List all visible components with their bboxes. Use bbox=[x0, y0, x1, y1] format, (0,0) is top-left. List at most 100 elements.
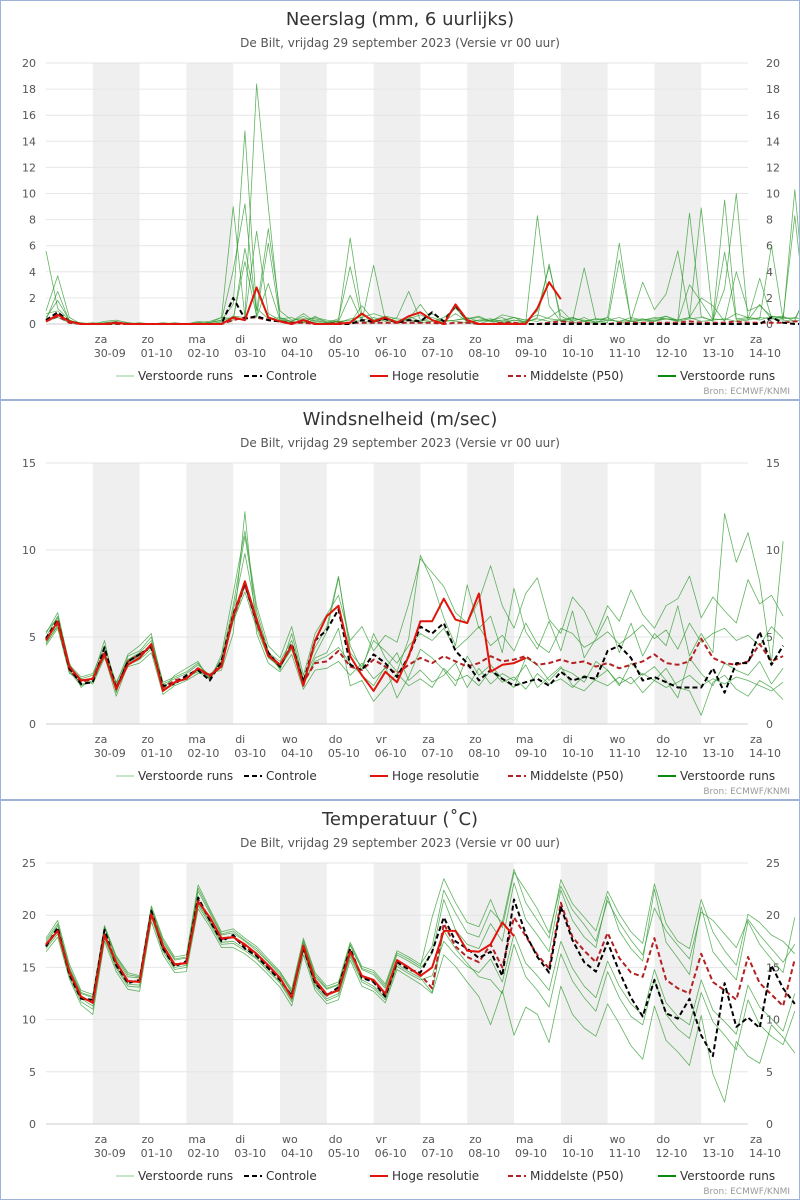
x-tick-day: ma bbox=[188, 1133, 205, 1146]
y-tick-label-left: 14 bbox=[22, 135, 36, 148]
y-tick-label-left: 12 bbox=[22, 161, 36, 174]
y-tick-label-left: 15 bbox=[22, 457, 36, 470]
x-tick-date: 09-10 bbox=[515, 347, 547, 360]
x-tick-date: 05-10 bbox=[328, 1147, 360, 1160]
x-tick-date: 30-09 bbox=[94, 747, 126, 760]
weekday-shade bbox=[92, 863, 140, 1124]
x-tick-date: 02-10 bbox=[187, 347, 219, 360]
chart-subtitle: De Bilt, vrijdag 29 september 2023 (Vers… bbox=[240, 436, 560, 450]
legend-label: Verstoorde runs bbox=[138, 1169, 233, 1183]
legend-label: Verstoorde runs bbox=[680, 369, 775, 383]
x-tick-date: 05-10 bbox=[328, 347, 360, 360]
y-tick-label-right: 8 bbox=[766, 214, 773, 227]
x-tick-date: 13-10 bbox=[702, 347, 734, 360]
x-tick-day: vr bbox=[376, 1133, 388, 1146]
x-tick-date: 09-10 bbox=[515, 747, 547, 760]
source-label: Bron: ECMWF/KNMI bbox=[703, 387, 790, 397]
chart-title: Windsnelheid (m/sec) bbox=[303, 409, 498, 430]
legend-item-controle: Controle bbox=[244, 369, 317, 383]
x-tick-date: 03-10 bbox=[234, 1147, 266, 1160]
x-tick-date: 07-10 bbox=[421, 347, 453, 360]
legend-item-controle: Controle bbox=[244, 769, 317, 783]
series-line-member bbox=[45, 882, 796, 999]
chart-neerslag: Neerslag (mm, 6 uurlijks) De Bilt, vrijda… bbox=[22, 9, 799, 397]
x-tick-day: ma bbox=[188, 333, 205, 346]
x-tick-day: zo bbox=[142, 733, 155, 746]
x-tick-day: do bbox=[656, 1133, 670, 1146]
y-tick-label-right: 10 bbox=[766, 544, 780, 557]
y-tick-label-left: 20 bbox=[22, 909, 36, 922]
x-tick-day: wo bbox=[282, 1133, 298, 1146]
y-tick-label-right: 5 bbox=[766, 631, 773, 644]
x-tick-date: 14-10 bbox=[749, 347, 781, 360]
legend-label: Verstoorde runs bbox=[138, 369, 233, 383]
series-line-member bbox=[45, 905, 796, 1035]
x-tick-day: za bbox=[422, 1133, 435, 1146]
x-tick-day: zo bbox=[469, 333, 482, 346]
x-tick-date: 08-10 bbox=[468, 347, 500, 360]
y-tick-label-left: 10 bbox=[22, 544, 36, 557]
x-tick-day: ma bbox=[516, 733, 533, 746]
x-tick-day: do bbox=[656, 733, 670, 746]
legend-item-controle: Controle bbox=[244, 1169, 317, 1183]
series-line-member bbox=[45, 868, 796, 995]
x-tick-day: vr bbox=[703, 733, 715, 746]
source-label: Bron: ECMWF/KNMI bbox=[703, 787, 790, 797]
x-tick-day: za bbox=[750, 1133, 763, 1146]
y-tick-label-right: 20 bbox=[766, 909, 780, 922]
y-tick-label-right: 6 bbox=[766, 240, 773, 253]
weekday-shade bbox=[280, 863, 327, 1124]
panel-windsnelheid: Windsnelheid (m/sec) De Bilt, vrijdag 29 … bbox=[0, 400, 800, 800]
x-tick-date: 06-10 bbox=[375, 347, 407, 360]
legend-item-verstoorde-runs: Verstoorde runs bbox=[658, 1169, 775, 1183]
y-tick-label-left: 10 bbox=[22, 188, 36, 201]
y-tick-label-right: 14 bbox=[766, 135, 780, 148]
x-tick-day: di bbox=[563, 733, 573, 746]
x-tick-day: do bbox=[656, 333, 670, 346]
y-tick-label-left: 5 bbox=[29, 1066, 36, 1079]
legend-item-verstoorde-runs: Verstoorde runs bbox=[116, 1169, 233, 1183]
x-tick-day: wo bbox=[282, 733, 298, 746]
y-tick-label-right: 0 bbox=[766, 1118, 773, 1131]
legend-item-verstoorde-runs: Verstoorde runs bbox=[116, 769, 233, 783]
x-tick-date: 04-10 bbox=[281, 347, 313, 360]
panel-neerslag: Neerslag (mm, 6 uurlijks) De Bilt, vrijda… bbox=[0, 0, 800, 400]
y-tick-label-left: 6 bbox=[29, 240, 36, 253]
series-line-median bbox=[45, 315, 799, 325]
y-tick-label-left: 0 bbox=[29, 1118, 36, 1131]
x-tick-date: 12-10 bbox=[655, 347, 687, 360]
source-label: Bron: ECMWF/KNMI bbox=[703, 1187, 790, 1197]
legend-label: Verstoorde runs bbox=[138, 769, 233, 783]
legend-label: Verstoorde runs bbox=[680, 769, 775, 783]
legend-label: Controle bbox=[266, 1169, 317, 1183]
chart-subtitle: De Bilt, vrijdag 29 september 2023 (Vers… bbox=[240, 36, 560, 50]
legend-label: Verstoorde runs bbox=[680, 1169, 775, 1183]
x-tick-day: vr bbox=[703, 1133, 715, 1146]
series-line-member bbox=[45, 513, 784, 694]
y-tick-label-right: 18 bbox=[766, 83, 780, 96]
legend-item-verstoorde-runs: Verstoorde runs bbox=[658, 769, 775, 783]
x-tick-day: za bbox=[95, 333, 108, 346]
x-tick-day: do bbox=[329, 733, 343, 746]
x-tick-date: 09-10 bbox=[515, 1147, 547, 1160]
x-tick-day: wo bbox=[610, 733, 626, 746]
y-tick-label-right: 0 bbox=[766, 718, 773, 731]
x-tick-date: 05-10 bbox=[328, 747, 360, 760]
chart-windsnelheid: Windsnelheid (m/sec) De Bilt, vrijdag 29 … bbox=[22, 409, 790, 797]
legend-label: Hoge resolutie bbox=[392, 369, 479, 383]
x-tick-day: za bbox=[422, 333, 435, 346]
x-tick-date: 10-10 bbox=[562, 747, 594, 760]
y-tick-label-right: 5 bbox=[766, 1066, 773, 1079]
x-tick-date: 06-10 bbox=[375, 1147, 407, 1160]
legend-label: Controle bbox=[266, 769, 317, 783]
y-tick-label-left: 0 bbox=[29, 318, 36, 331]
chart-title: Neerslag (mm, 6 uurlijks) bbox=[286, 9, 514, 30]
x-tick-day: di bbox=[235, 1133, 245, 1146]
x-tick-date: 07-10 bbox=[421, 1147, 453, 1160]
x-tick-date: 11-10 bbox=[609, 1147, 641, 1160]
x-tick-day: di bbox=[235, 333, 245, 346]
weekday-shade bbox=[92, 463, 140, 724]
series-line-hres bbox=[45, 281, 562, 325]
x-tick-date: 04-10 bbox=[281, 747, 313, 760]
x-tick-day: za bbox=[422, 733, 435, 746]
